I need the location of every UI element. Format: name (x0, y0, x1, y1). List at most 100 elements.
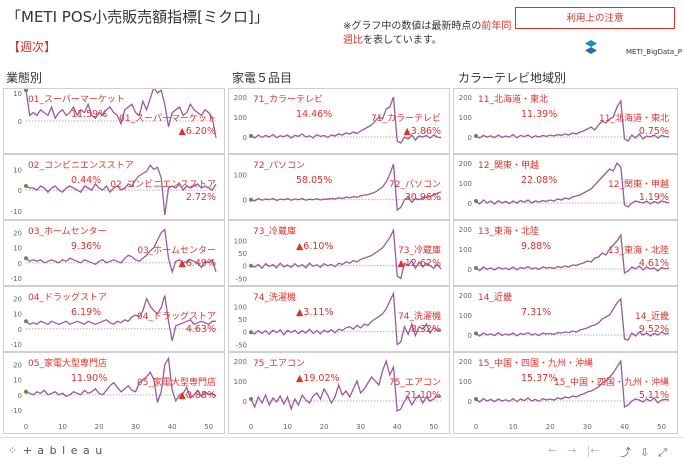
series-name-label: 03_ホームセンター (28, 226, 107, 237)
series-name-label: 15_中国・四国・九州・沖縄 (478, 357, 593, 369)
redo-icon[interactable]: → (567, 444, 577, 457)
series-line (475, 233, 670, 275)
chart-panel[interactable]: -10 0 10 20 05_家電大型専門店 11.90% 05_家電大型専門店 ▲0.88%… (3, 352, 225, 434)
y-tick-label: -10 (11, 341, 22, 349)
y-tick-label: 200 (234, 358, 247, 366)
chart-panel[interactable]: -10 0 10 20 03_ホームセンター 9.36% 03_ホームセンター ▲6.49% (3, 220, 225, 286)
average-value-label: 58.05% (296, 175, 332, 186)
line-chart: 0 100 200 11_北海道・東北 11.39% 11_北海道・東北 0.75% (459, 93, 670, 142)
series-name-label: 75_エアコン (253, 359, 305, 369)
y-tick-label: 0 (243, 263, 247, 271)
series-name-label: 02_コンビニエンスストア (28, 160, 134, 171)
chart-panel[interactable]: 0 100 72_パソコン 58.05% 72_パソコン 30.96% (228, 154, 450, 220)
average-value-label: ▲3.11% (296, 307, 334, 318)
series-name-label: 01_スーパーマーケット (28, 94, 125, 105)
y-tick-label: 200 (459, 94, 472, 102)
series-line (25, 164, 217, 216)
chart-panel[interactable]: 0 100 200 12_関東・甲越 22.08% 12_関東・甲越 1.19% (453, 154, 678, 220)
y-tick-label: 0 (468, 200, 472, 208)
chart-panel[interactable]: 0 100 200 75_エアコン ▲19.02% 75_エアコン 21.10% 0 10 20 3… (228, 352, 450, 434)
line-chart: 0 100 200 12_関東・甲越 22.08% 12_関東・甲越 1.19% (459, 159, 670, 208)
series-name-label-right: 14_近畿 (635, 310, 669, 322)
series-line (475, 161, 670, 208)
line-chart: -10 0 10 20 04_ドラッグストア 6.19% 04_ドラッグストア 4.63% (11, 291, 216, 349)
x-tick-label: 50 (429, 423, 438, 431)
y-tick-label: 10 (13, 311, 22, 319)
y-tick-label: 20 (13, 230, 22, 238)
line-chart: 0 100 200 71_カラーテレビ 14.46% 71_カラーテレビ ▲3.86% (234, 94, 442, 144)
undo-icon[interactable]: ← (548, 444, 558, 457)
series-line (250, 358, 442, 413)
toolbar-icons: ⤴ ⇩ ⤢ (620, 444, 676, 460)
series-name-label: 72_パソコン (253, 160, 305, 171)
series-name-label-right: 11_北海道・東北 (599, 112, 669, 124)
chart-panel[interactable]: -10 0 10 02_コンビニエンスストア 0.44% 02_コンビニエンスストア 2.7… (3, 154, 225, 220)
line-chart: 0 100 72_パソコン 58.05% 72_パソコン 30.96% (234, 160, 442, 212)
average-value-label: ▲19.02% (296, 373, 340, 384)
latest-value-label: 4.61% (639, 258, 669, 269)
y-tick-label: 100 (459, 114, 472, 122)
chart-panel[interactable]: 0 10 01_スーパーマーケット 11.59% 01_スーパーマーケット ▲6.20% (3, 85, 225, 154)
first-point-marker (249, 134, 253, 138)
x-tick-label: 50 (657, 423, 666, 431)
y-tick-label: 0 (468, 134, 472, 142)
fullscreen-icon[interactable]: ⤢ (658, 446, 668, 459)
line-chart: -10 0 10 20 03_ホームセンター 9.36% 03_ホームセンター ▲6.49% (11, 226, 217, 283)
y-tick-label: 100 (234, 303, 247, 311)
x-tick-label: 20 (320, 423, 329, 431)
series-line (25, 356, 217, 403)
y-tick-label: 0 (468, 398, 472, 406)
x-tick-label: 0 (249, 423, 253, 431)
series-name-label-right: 74_洗濯機 (398, 310, 441, 322)
y-tick-label: 50 (238, 250, 247, 258)
chart-panel[interactable]: 0 100 200 15_中国・四国・九州・沖縄 15.37% 15_中国・四国・九州・沖… (453, 352, 678, 434)
chart-panel[interactable]: -50 0 50 100 74_洗濯機 ▲3.11% 74_洗濯機 8.32% (228, 286, 450, 352)
chart-panel[interactable]: -10 0 10 20 04_ドラッグストア 6.19% 04_ドラッグストア 4.63% (3, 286, 225, 352)
series-name-label-right: 12_関東・甲越 (608, 178, 669, 190)
series-name-label: 05_家電大型専門店 (28, 357, 107, 369)
series-name-label-right: 71_カラーテレビ (371, 113, 441, 124)
latest-value-label: 0.75% (639, 126, 669, 137)
series-name-label: 11_北海道・東北 (478, 93, 548, 105)
series-name-label-right: 13_東海・北陸 (608, 244, 669, 256)
chart-panel[interactable]: 0 100 200 11_北海道・東北 11.39% 11_北海道・東北 0.75% (453, 88, 678, 154)
x-tick-label: 0 (474, 423, 478, 431)
y-tick-label: 0 (243, 398, 247, 406)
series-name-label: 73_冷蔵庫 (253, 225, 296, 237)
x-tick-label: 10 (58, 423, 67, 431)
brand-label: METI_BigData_P (626, 48, 682, 56)
latest-value-label: 8.32% (411, 324, 441, 335)
first-point-marker (24, 319, 28, 324)
chart-panel[interactable]: 0 100 200 14_近畿 7.31% 14_近畿 9.52% (453, 286, 678, 352)
chart-panel[interactable]: 0 100 200 71_カラーテレビ 14.46% 71_カラーテレビ ▲3.86% (228, 88, 450, 154)
share-icon[interactable]: ⤴ (620, 446, 631, 459)
latest-value-label: ▲12.62% (397, 258, 441, 269)
first-point-marker (24, 88, 28, 93)
series-name-label-right: 73_冷蔵庫 (398, 244, 441, 256)
x-tick-label: 10 (283, 423, 292, 431)
series-line (25, 85, 217, 138)
latest-value-label: 5.11% (639, 390, 669, 401)
note-part2: を表しています。 (363, 35, 442, 46)
y-tick-label: 100 (234, 114, 247, 122)
navigation-icons: ← → |← (548, 444, 609, 457)
note-text: ※グラフ中の数値は最新時点の前年同 週比を表しています。 (343, 20, 513, 48)
y-tick-label: 0 (18, 187, 22, 195)
first-point-marker (249, 197, 253, 202)
series-name-label: 71_カラーテレビ (253, 94, 323, 105)
download-icon[interactable]: ⇩ (640, 446, 650, 459)
series-line (250, 291, 442, 346)
chart-panel[interactable]: 0 100 200 13_東海・北陸 9.88% 13_東海・北陸 4.61% (453, 220, 678, 286)
latest-value-label: ▲0.88% (179, 390, 217, 401)
y-tick-label: 100 (234, 378, 247, 386)
y-tick-label: 0 (18, 392, 22, 400)
y-tick-label: 200 (459, 358, 472, 366)
average-value-label: 0.44% (71, 175, 101, 186)
chart-panel[interactable]: -50 0 50 100 73_冷蔵庫 ▲6.10% 73_冷蔵庫 ▲12.62% (228, 220, 450, 286)
y-tick-label: 100 (459, 246, 472, 254)
y-tick-label: 100 (234, 237, 247, 245)
revert-icon[interactable]: |← (586, 444, 600, 457)
y-tick-label: 10 (13, 377, 22, 385)
usage-notes-button[interactable]: 利用上の注意 (515, 7, 675, 29)
x-tick-label: 50 (204, 423, 213, 431)
